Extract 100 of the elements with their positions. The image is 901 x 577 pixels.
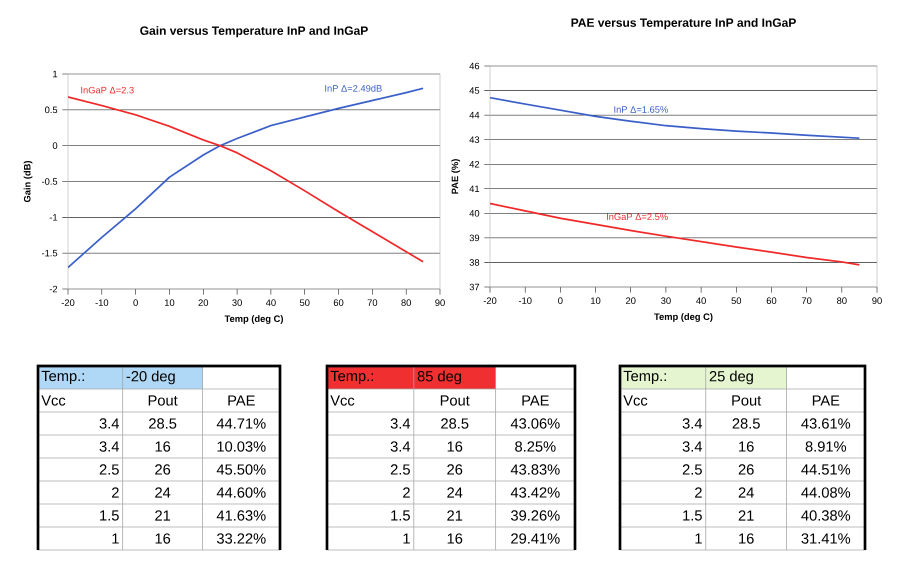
text: 3.4 bbox=[390, 418, 410, 429]
x-tick-label: 80 bbox=[401, 299, 412, 306]
text: 21 bbox=[447, 510, 462, 521]
y-tick-label: 43 bbox=[469, 136, 480, 143]
y-axis-title: Gain (dB) bbox=[24, 160, 32, 202]
text: Pout bbox=[148, 395, 178, 406]
text: 45.50% bbox=[216, 464, 266, 475]
text: 24 bbox=[738, 487, 754, 498]
chart-title: Gain versus Temperature InP and InGaP bbox=[140, 26, 368, 38]
text: 2.5 bbox=[682, 464, 702, 475]
text: 8.25% bbox=[515, 441, 556, 452]
text: 21 bbox=[738, 510, 754, 521]
text: 3.4 bbox=[682, 418, 702, 429]
text: Temp.: bbox=[42, 370, 84, 384]
text: 8.91% bbox=[806, 441, 846, 452]
text: 25 deg bbox=[710, 370, 753, 384]
text: 16 bbox=[448, 533, 462, 544]
text: 24 bbox=[447, 487, 462, 498]
x-tick-label: 40 bbox=[266, 299, 276, 306]
text: 44.51% bbox=[801, 464, 850, 475]
series-label: InP Δ=1.65% bbox=[614, 106, 668, 113]
text: 1.5 bbox=[391, 510, 410, 521]
text: 44.08% bbox=[801, 487, 850, 498]
y-tick-label: 40 bbox=[469, 210, 480, 217]
y-tick-label: 39 bbox=[470, 234, 480, 242]
x-tick-label: 10 bbox=[164, 299, 174, 306]
text: 43.06% bbox=[510, 418, 560, 429]
series-label: InGaP Δ=2.5% bbox=[606, 213, 668, 220]
text: Pout bbox=[732, 395, 762, 406]
text: 28.5 bbox=[441, 418, 468, 429]
text: 1 bbox=[403, 533, 410, 544]
x-tick-label: -20 bbox=[62, 299, 74, 306]
text: 41.63% bbox=[216, 510, 266, 521]
x-tick-label: 50 bbox=[300, 299, 310, 306]
text: PAE bbox=[812, 395, 840, 406]
text: 39.26% bbox=[511, 510, 560, 521]
text: PAE bbox=[522, 395, 549, 406]
x-tick-label: 0 bbox=[133, 299, 138, 306]
x-tick-label: 20 bbox=[198, 299, 208, 306]
text: 2 bbox=[695, 487, 702, 498]
y-tick-label: -2 bbox=[50, 286, 58, 292]
text: 24 bbox=[155, 487, 170, 498]
text: 1 bbox=[112, 533, 119, 544]
x-axis-title: Temp (deg C) bbox=[654, 313, 712, 322]
y-tick-label: 0.5 bbox=[44, 106, 58, 114]
text: 3.4 bbox=[100, 441, 119, 452]
text: 85 deg bbox=[418, 370, 461, 384]
x-tick-label: 50 bbox=[731, 297, 742, 304]
text: 16 bbox=[156, 533, 170, 544]
x-tick-label: 70 bbox=[368, 299, 378, 306]
text: Temp.: bbox=[624, 370, 666, 384]
text: PAE bbox=[228, 395, 255, 406]
x-tick-label: -10 bbox=[95, 299, 108, 306]
y-tick-label: -0.5 bbox=[42, 178, 58, 185]
text: 44.71% bbox=[216, 418, 266, 429]
text: 43.42% bbox=[510, 487, 560, 498]
text: 2 bbox=[112, 487, 119, 498]
series-label: InGaP Δ=2.3 bbox=[81, 86, 134, 94]
text: 16 bbox=[739, 441, 754, 452]
text: 1.5 bbox=[100, 510, 119, 521]
text: 40.38% bbox=[801, 510, 850, 521]
text: 3.4 bbox=[100, 418, 119, 429]
text: 16 bbox=[156, 441, 170, 452]
x-tick-label: 40 bbox=[696, 297, 706, 304]
text: 33.22% bbox=[216, 533, 266, 544]
text: Vcc bbox=[41, 395, 66, 406]
text: Vcc bbox=[330, 395, 354, 406]
text: Pout bbox=[440, 395, 470, 406]
x-tick-label: 10 bbox=[591, 297, 600, 304]
text: 1 bbox=[695, 533, 702, 544]
text: 10.03% bbox=[218, 441, 266, 452]
y-tick-label: 44 bbox=[469, 112, 480, 118]
y-tick-label: 1 bbox=[53, 70, 58, 78]
text: 16 bbox=[739, 533, 754, 544]
y-tick-label: 41 bbox=[469, 186, 480, 192]
text: 21 bbox=[155, 510, 170, 521]
chart-title: PAE versus Temperature InP and InGaP bbox=[571, 18, 796, 30]
text: 26 bbox=[738, 464, 754, 475]
x-axis-title: Temp (deg C) bbox=[224, 315, 283, 324]
text: 26 bbox=[155, 464, 170, 475]
text: 2 bbox=[403, 487, 410, 498]
text: Temp.: bbox=[330, 370, 373, 384]
y-axis-title: PAE (%) bbox=[451, 159, 460, 194]
text: 28.5 bbox=[149, 418, 176, 429]
text: 31.41% bbox=[801, 533, 850, 544]
x-tick-label: 30 bbox=[661, 297, 671, 304]
text: 43.83% bbox=[510, 464, 560, 475]
text: Vcc bbox=[623, 395, 648, 406]
x-tick-label: 70 bbox=[802, 297, 812, 304]
x-tick-label: -10 bbox=[518, 297, 532, 304]
text: 2.5 bbox=[100, 464, 119, 475]
x-tick-label: 30 bbox=[232, 299, 242, 306]
y-tick-label: 46 bbox=[469, 62, 480, 70]
y-tick-label: 45 bbox=[469, 87, 480, 94]
x-tick-label: 90 bbox=[872, 297, 882, 304]
x-tick-label: 20 bbox=[626, 297, 636, 304]
x-tick-label: 60 bbox=[334, 299, 344, 306]
x-tick-label: 60 bbox=[766, 297, 776, 304]
y-tick-label: 37 bbox=[470, 284, 480, 290]
y-tick-label: -1.5 bbox=[42, 250, 58, 256]
